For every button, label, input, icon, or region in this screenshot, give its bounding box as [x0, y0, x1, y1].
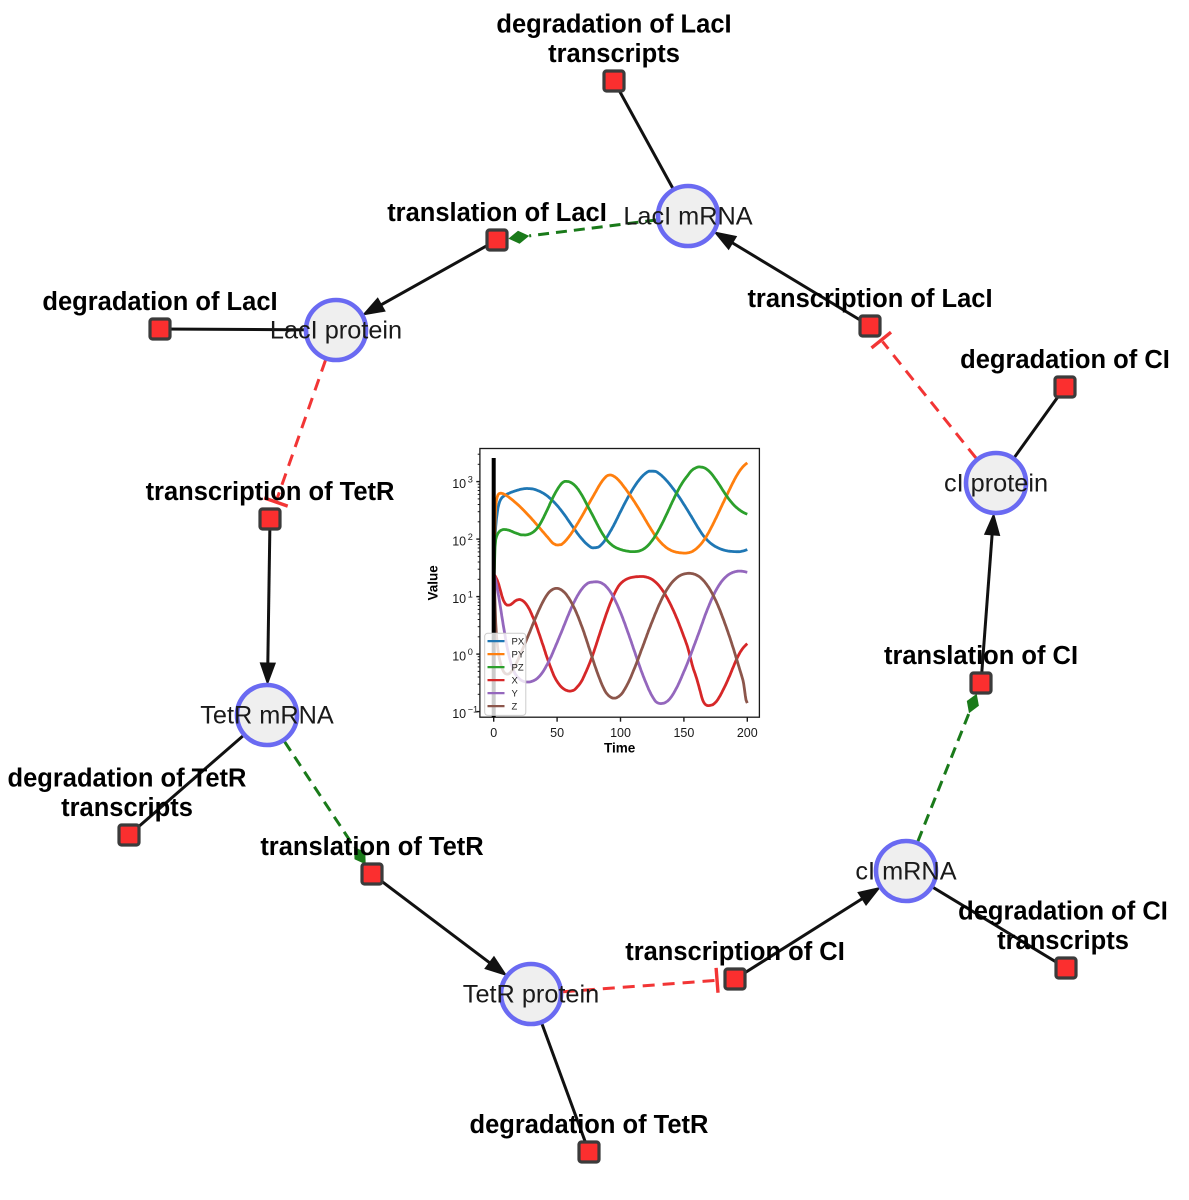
svg-text:degradation of LacI: degradation of LacI — [496, 11, 731, 39]
svg-text:Y: Y — [512, 689, 519, 700]
svg-text:cI protein: cI protein — [944, 470, 1048, 498]
svg-text:transcripts: transcripts — [548, 40, 680, 68]
svg-text:translation of LacI: translation of LacI — [387, 199, 607, 227]
svg-text:−1: −1 — [468, 704, 478, 714]
svg-text:PZ: PZ — [512, 663, 524, 674]
svg-text:transcripts: transcripts — [997, 927, 1129, 955]
svg-text:0: 0 — [468, 647, 473, 657]
svg-text:10: 10 — [452, 649, 466, 663]
svg-text:2: 2 — [468, 532, 473, 542]
svg-text:cI mRNA: cI mRNA — [855, 858, 956, 886]
svg-text:degradation of TetR: degradation of TetR — [8, 765, 247, 793]
svg-text:PX: PX — [512, 637, 525, 648]
svg-text:transcription of LacI: transcription of LacI — [747, 285, 992, 313]
svg-text:degradation of TetR: degradation of TetR — [470, 1111, 709, 1139]
svg-text:Value: Value — [426, 565, 441, 601]
svg-text:10: 10 — [452, 534, 466, 548]
svg-text:degradation of CI: degradation of CI — [960, 346, 1170, 374]
svg-text:transcription of TetR: transcription of TetR — [146, 478, 395, 506]
svg-text:transcription of CI: transcription of CI — [625, 938, 845, 966]
svg-text:10: 10 — [452, 592, 466, 606]
svg-text:LacI protein: LacI protein — [270, 317, 402, 345]
svg-text:200: 200 — [737, 726, 758, 740]
svg-text:LacI mRNA: LacI mRNA — [623, 203, 752, 231]
svg-text:TetR protein: TetR protein — [463, 981, 599, 1009]
svg-text:translation of CI: translation of CI — [884, 642, 1078, 670]
svg-text:100: 100 — [610, 726, 631, 740]
svg-text:3: 3 — [468, 474, 473, 484]
svg-text:X: X — [512, 676, 519, 687]
svg-text:150: 150 — [673, 726, 694, 740]
svg-text:10: 10 — [452, 477, 466, 491]
svg-text:degradation of CI: degradation of CI — [958, 898, 1168, 926]
svg-text:degradation of LacI: degradation of LacI — [42, 288, 277, 316]
svg-text:10: 10 — [452, 707, 466, 721]
svg-text:PY: PY — [512, 650, 525, 661]
svg-text:Z: Z — [512, 702, 518, 713]
svg-text:Time: Time — [604, 741, 636, 756]
svg-text:50: 50 — [550, 726, 564, 740]
svg-text:transcripts: transcripts — [61, 794, 193, 822]
svg-text:TetR mRNA: TetR mRNA — [200, 702, 334, 730]
svg-text:0: 0 — [490, 726, 497, 740]
svg-text:translation of TetR: translation of TetR — [260, 833, 483, 861]
svg-text:1: 1 — [468, 589, 473, 599]
